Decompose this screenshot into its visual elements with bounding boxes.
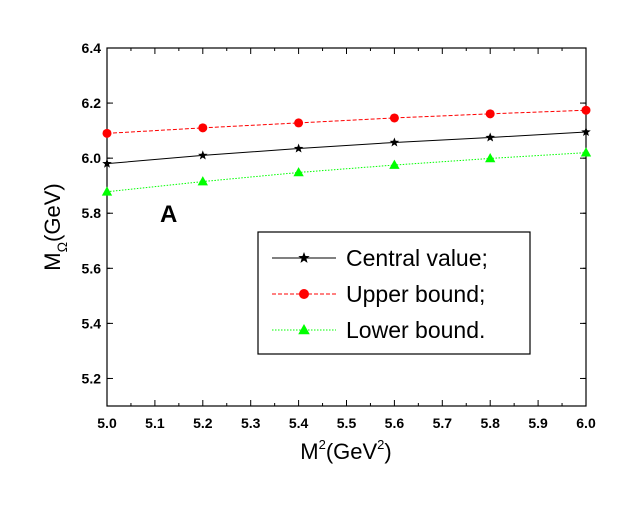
x-tick-label-4: 5.4	[289, 415, 309, 431]
data-point-2-5	[580, 147, 592, 157]
data-point-2-0	[101, 186, 113, 196]
x-tick-label-10: 6.0	[576, 415, 596, 431]
data-point-2-3	[389, 159, 400, 169]
data-point-1-5	[581, 105, 591, 115]
x-tick-label-9: 5.9	[528, 415, 548, 431]
x-tick-label-0: 5.0	[97, 415, 117, 431]
x-tick-label-1: 5.1	[145, 415, 165, 431]
legend-label-2: Lower bound.	[346, 317, 485, 343]
data-point-1-3	[389, 113, 399, 123]
data-point-2-2	[293, 167, 304, 177]
y-tick-label-5: 6.2	[82, 95, 102, 111]
x-tick-label-3: 5.3	[241, 415, 261, 431]
series-line-2	[106, 152, 587, 193]
panel-label-a: A	[160, 201, 177, 228]
legend-label-0: Central value;	[346, 245, 488, 271]
x-tick-label-8: 5.8	[480, 415, 500, 431]
data-point-1-1	[198, 123, 208, 133]
axis-ticks: 5.0 5.1 5.2 5.3 5.4 5.5 5.6 5.7 5.8 5.9 6.0 5.2 5.4 5…	[82, 40, 596, 431]
data-point-1-2	[294, 118, 304, 128]
legend-marker-0	[298, 252, 310, 263]
x-tick-label-7: 5.7	[433, 415, 453, 431]
data-point-0-1	[198, 150, 208, 160]
series-layer	[101, 105, 592, 196]
x-tick-label-2: 5.2	[193, 415, 213, 431]
data-point-0-3	[389, 137, 400, 147]
data-point-1-0	[102, 128, 112, 138]
x-tick-label-6: 5.6	[385, 415, 405, 431]
y-tick-label-0: 5.2	[82, 370, 102, 386]
y-axis-title: MΩ(GeV)	[40, 183, 70, 270]
series-line-1	[106, 109, 587, 134]
legend-label-1: Upper bound;	[346, 281, 485, 307]
data-point-2-4	[485, 153, 496, 163]
series-line-0	[106, 131, 587, 165]
data-point-1-4	[485, 109, 495, 119]
y-tick-label-2: 5.6	[82, 260, 102, 276]
data-point-0-5	[581, 126, 591, 137]
x-axis-title: M2(GeV2)	[300, 437, 391, 464]
legend-items: Central value; Upper bound; Lower bound.	[272, 245, 488, 343]
y-tick-label-4: 6.0	[82, 150, 102, 166]
data-point-0-0	[102, 158, 112, 168]
data-point-2-1	[197, 176, 208, 186]
legend-marker-1	[299, 289, 309, 299]
y-tick-label-3: 5.8	[82, 205, 102, 221]
y-tick-label-6: 6.4	[82, 40, 102, 56]
data-point-0-4	[485, 132, 495, 142]
data-point-0-2	[293, 143, 304, 153]
x-tick-label-5: 5.5	[337, 415, 357, 431]
legend: Central value; Upper bound; Lower bound.	[257, 231, 531, 355]
y-tick-label-1: 5.4	[82, 315, 102, 331]
legend-marker-2	[298, 324, 310, 335]
